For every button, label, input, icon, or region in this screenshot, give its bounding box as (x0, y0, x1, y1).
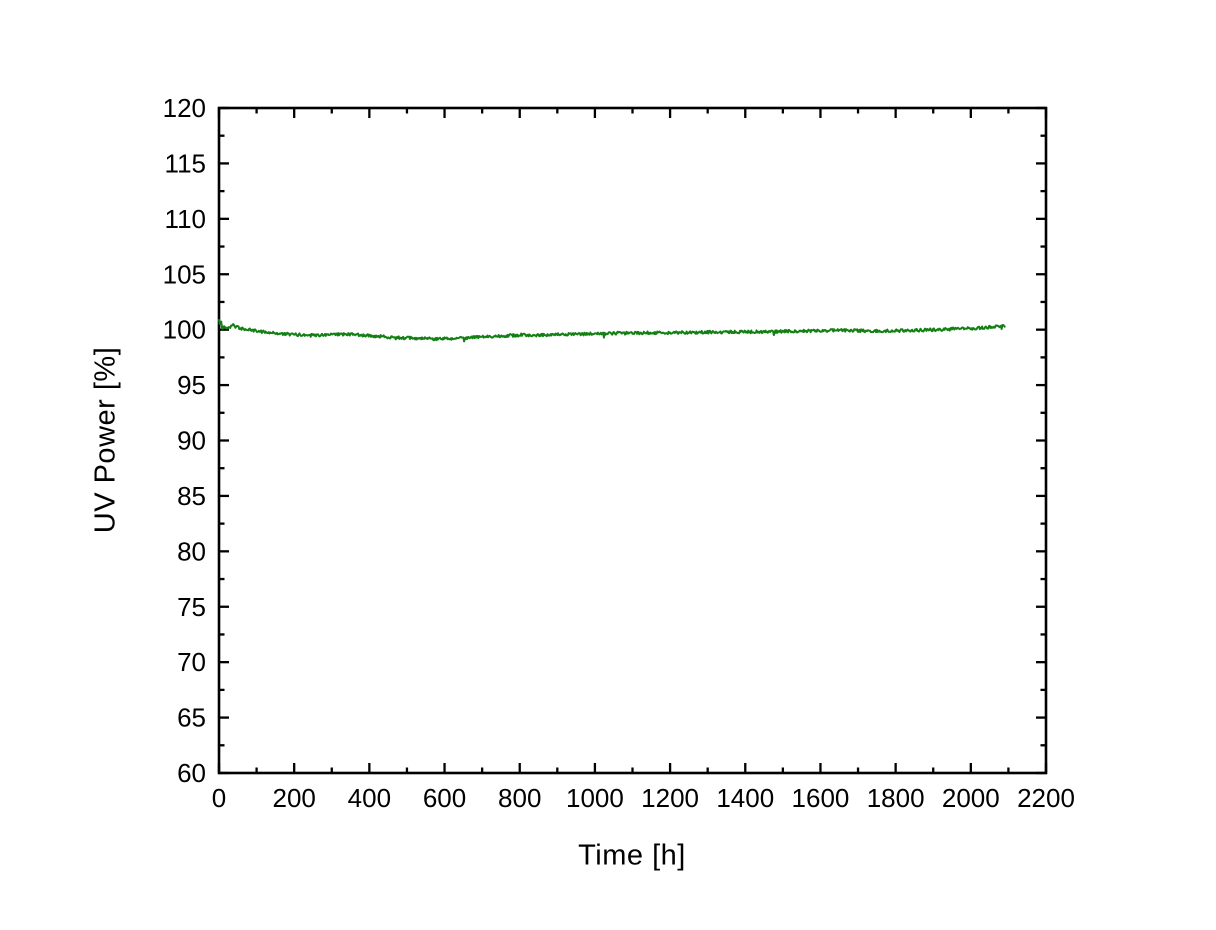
y-tick-label: 120 (163, 93, 206, 123)
y-tick-label: 95 (177, 370, 206, 400)
x-tick-label: 1000 (566, 783, 624, 813)
y-tick-label: 90 (177, 426, 206, 456)
y-tick-label: 60 (177, 758, 206, 788)
x-tick-label: 2200 (1017, 783, 1075, 813)
x-axis-title: Time [h] (578, 839, 686, 872)
y-tick-label: 75 (177, 592, 206, 622)
x-tick-label: 1200 (641, 783, 699, 813)
y-tick-label: 105 (163, 259, 206, 289)
x-tick-label: 0 (212, 783, 226, 813)
x-tick-label: 600 (423, 783, 466, 813)
y-tick-label: 85 (177, 481, 206, 511)
y-tick-label: 100 (163, 315, 206, 345)
plot-frame (217, 106, 1048, 775)
x-tick-label: 2000 (942, 783, 1000, 813)
y-axis-title: UV Power [%] (89, 346, 122, 534)
y-tick-label: 80 (177, 536, 206, 566)
x-tick-label: 400 (348, 783, 391, 813)
y-tick-label: 115 (165, 148, 206, 178)
x-tick-label: 800 (498, 783, 541, 813)
x-tick-label: 1400 (716, 783, 774, 813)
x-tick-label: 1600 (792, 783, 850, 813)
x-tick-label: 1800 (867, 783, 925, 813)
y-tick-label: 110 (165, 204, 206, 234)
x-tick-label: 200 (272, 783, 315, 813)
y-tick-label: 65 (177, 703, 206, 733)
uv-power-series-line (218, 318, 1006, 343)
y-tick-label: 70 (177, 647, 206, 677)
